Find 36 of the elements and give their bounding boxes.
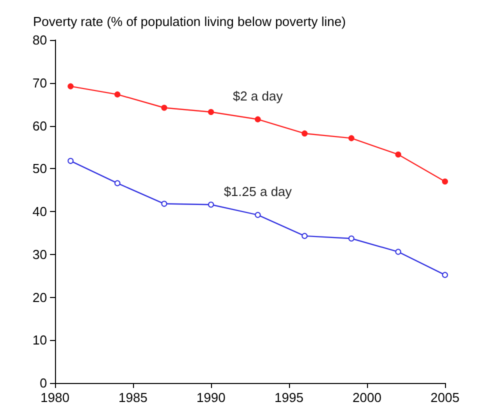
- x-tick-label: 2005: [430, 390, 460, 405]
- y-axis-title: Poverty rate (% of population living below poverty line): [33, 14, 346, 29]
- x-tick-label: 1980: [40, 390, 70, 405]
- point: [114, 91, 120, 98]
- point: [68, 158, 74, 164]
- series-label: $2 a day: [232, 88, 284, 104]
- y-tick-label: 20: [32, 290, 47, 305]
- point: [302, 232, 308, 239]
- y-tick-label: 60: [32, 118, 47, 134]
- point: [348, 236, 354, 242]
- point: [395, 248, 402, 255]
- y-tick-label: 80: [32, 32, 47, 48]
- x-tick-label: 1995: [274, 390, 304, 405]
- point: [254, 116, 261, 122]
- y-tick-label: 50: [32, 161, 47, 176]
- point: [348, 135, 354, 142]
- point: [302, 130, 308, 136]
- point: [208, 202, 214, 208]
- series-label: $1.25 a day: [224, 184, 292, 199]
- point: [161, 200, 168, 207]
- point: [254, 212, 261, 218]
- x-tick-label: 1985: [118, 390, 148, 405]
- y-tick-label: 0: [40, 376, 47, 390]
- point: [114, 180, 120, 186]
- point: [442, 272, 448, 278]
- y-tick-label: 70: [32, 75, 47, 90]
- x-tick-label: 2000: [352, 390, 382, 405]
- point: [161, 104, 168, 111]
- y-tick-label: 10: [32, 332, 47, 348]
- point: [442, 178, 448, 184]
- point: [395, 151, 402, 158]
- y-tick-label: 40: [32, 204, 47, 219]
- point: [68, 83, 74, 90]
- x-tick-label: 1990: [196, 390, 226, 405]
- point: [208, 109, 214, 116]
- y-tick-label: 30: [32, 246, 47, 262]
